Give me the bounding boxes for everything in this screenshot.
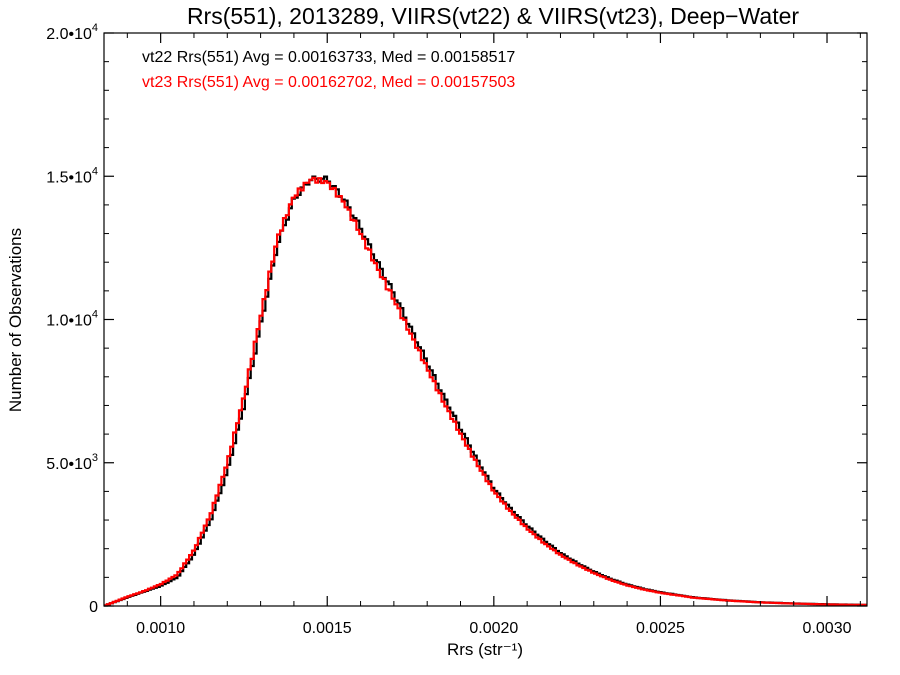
y-tick-exponent: 4 — [92, 165, 98, 177]
y-tick-label: 5.0•103 — [46, 452, 98, 473]
y-tick-mantissa: 2.0•10 — [46, 26, 92, 43]
x-tick-label: 0.0020 — [469, 620, 518, 637]
plot-frame — [103, 32, 868, 607]
x-axis: 0.0010 0.0015 0.0020 0.0025 0.0030 — [126, 33, 861, 637]
x-tick-label: 0.0010 — [136, 620, 185, 637]
statistics-annotations: vt22 Rrs(551) Avg = 0.00163733, Med = 0.… — [142, 49, 515, 91]
annotation-vt22: vt22 Rrs(551) Avg = 0.00163733, Med = 0.… — [142, 49, 515, 66]
y-tick-exponent: 4 — [92, 22, 98, 34]
y-tick-mantissa: 0 — [89, 599, 98, 616]
y-tick-mantissa: 1.0•10 — [46, 313, 92, 330]
y-tick-label: 2.0•104 — [46, 22, 98, 43]
x-axis-label: Rrs (str⁻¹) — [447, 640, 523, 659]
y-tick-mantissa: 1.5•10 — [46, 169, 92, 186]
y-axis-label: Number of Observations — [6, 228, 25, 412]
series-line-vt23 — [104, 176, 867, 607]
y-tick-label: 1.0•104 — [46, 309, 98, 330]
y-tick-mantissa: 5.0•10 — [46, 456, 92, 473]
y-tick-label: 0 — [89, 599, 98, 616]
y-tick-exponent: 3 — [92, 452, 98, 464]
y-tick-exponent: 4 — [92, 309, 98, 321]
x-tick-label: 0.0015 — [303, 620, 352, 637]
chart-title: Rrs(551), 2013289, VIIRS(vt22) & VIIRS(v… — [187, 3, 799, 29]
x-tick-label: 0.0025 — [636, 620, 685, 637]
series-layer — [104, 175, 867, 607]
series-line-vt22 — [104, 175, 867, 607]
x-tick-label: 0.0030 — [803, 620, 852, 637]
y-tick-label: 1.5•104 — [46, 165, 98, 186]
annotation-vt23: vt23 Rrs(551) Avg = 0.00162702, Med = 0.… — [142, 74, 515, 91]
